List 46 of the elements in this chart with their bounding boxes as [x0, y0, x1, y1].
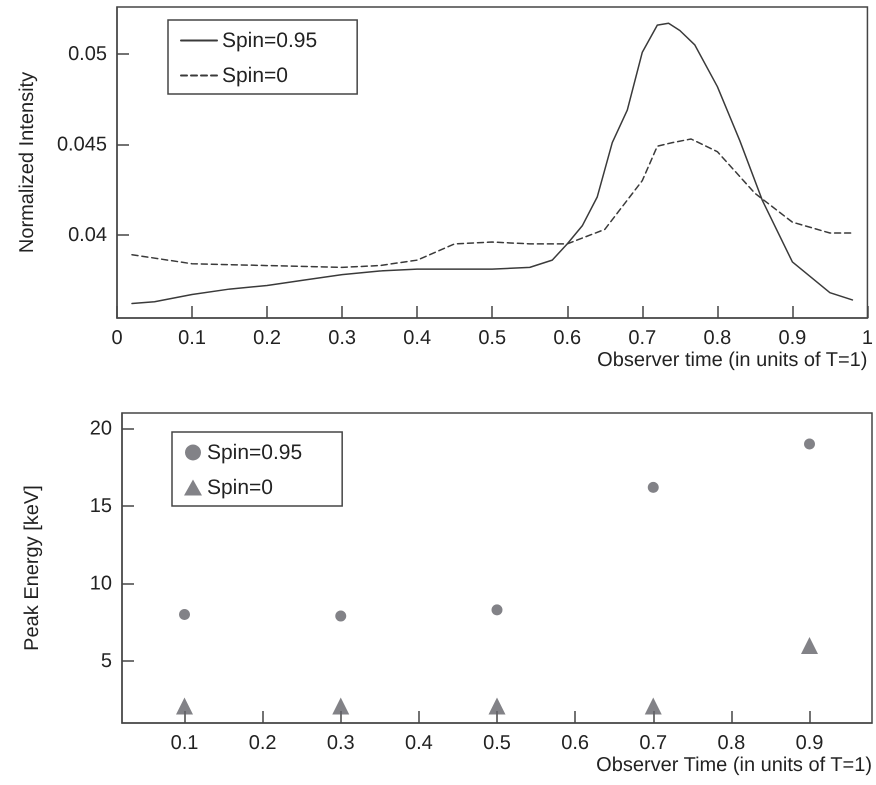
point — [332, 697, 350, 714]
x-tick-label: 0.2 — [248, 732, 277, 754]
y-tick-label: 0.045 — [56, 133, 107, 156]
x-tick-label: 0.1 — [178, 327, 206, 349]
x-tick-label: 0.5 — [483, 732, 511, 754]
x-tick-label: 0.2 — [253, 327, 281, 349]
point — [644, 697, 662, 714]
legend-label: Spin=0 — [207, 476, 273, 499]
x-tick-label: 0.1 — [170, 732, 198, 754]
x-tick-label: 0.4 — [403, 327, 432, 349]
y-tick-label: 10 — [90, 572, 112, 594]
y-tick-label: 15 — [90, 495, 112, 517]
point — [335, 610, 346, 622]
x-tick-label: 0.3 — [328, 327, 356, 349]
x-tick-label: 0.3 — [326, 732, 355, 754]
x-tick-label: 0.6 — [553, 327, 582, 349]
x-tick-label: 0.6 — [561, 732, 590, 754]
y-tick-label: 20 — [90, 418, 112, 440]
x-axis-title: Observer time (in units of T=1) — [597, 349, 868, 371]
point — [804, 438, 815, 450]
x-axis-title: Observer Time (in units of T=1) — [596, 754, 872, 776]
x-tick-label: 0 — [111, 327, 123, 349]
x-tick-label: 0.4 — [404, 732, 433, 754]
x-tick-label: 0.9 — [778, 327, 806, 349]
y-tick-label: 0.05 — [68, 43, 107, 66]
x-tick-label: 0.5 — [478, 327, 506, 349]
y-axis-title: Peak Energy [keV] — [21, 485, 43, 651]
point — [801, 637, 818, 654]
x-tick-label: 0.7 — [639, 732, 668, 754]
x-tick-label: 1 — [862, 327, 873, 349]
point — [179, 609, 190, 620]
line-series — [131, 22, 854, 304]
x-tick-label: 0.7 — [628, 327, 656, 349]
x-tick-label: 0.8 — [717, 732, 746, 754]
point — [492, 604, 502, 616]
x-tick-label: 0.8 — [703, 327, 732, 349]
y-tick-label: 5 — [100, 650, 112, 672]
point — [488, 697, 506, 714]
y-tick-label: 0.04 — [68, 224, 107, 246]
point — [648, 482, 659, 493]
legend-label: Spin=0.95 — [207, 441, 302, 464]
x-tick-label: 0.9 — [796, 732, 824, 754]
y-axis-title: Normalized Intensity — [16, 72, 38, 254]
legend-label: Spin=0.95 — [222, 29, 318, 52]
legend-label: Spin=0 — [222, 64, 288, 87]
point — [176, 697, 193, 714]
